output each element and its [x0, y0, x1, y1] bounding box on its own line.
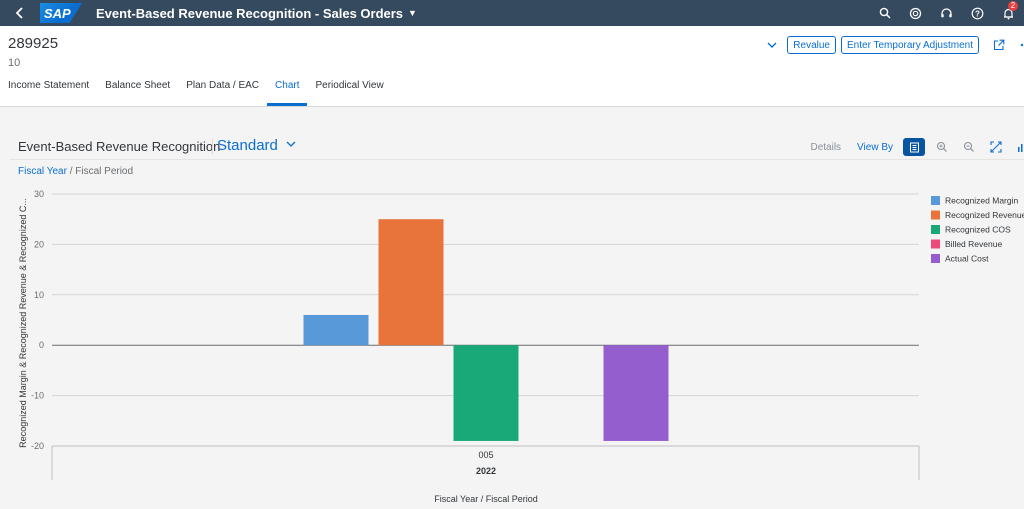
details-button[interactable]: Details	[810, 141, 842, 153]
search-icon[interactable]	[869, 0, 900, 26]
object-subtitle: 10	[8, 57, 21, 69]
x-group-label: 2022	[476, 466, 496, 476]
legend-label[interactable]: Actual Cost	[945, 254, 989, 264]
chart-container: Event-Based Revenue Recognition Standard…	[0, 130, 1024, 509]
y-axis-title: Recognized Margin & Recognized Revenue &…	[18, 198, 28, 448]
legend-label[interactable]: Billed Revenue	[945, 239, 1002, 249]
back-arrow-icon	[15, 7, 23, 19]
copilot-icon[interactable]	[900, 0, 931, 26]
caret-down-icon: ▼	[408, 8, 417, 18]
sap-logo[interactable]: SAP	[40, 3, 82, 23]
tab-income-statement[interactable]: Income Statement	[8, 80, 90, 91]
legend-swatch[interactable]	[931, 225, 940, 234]
shell-bar: SAP Event-Based Revenue Recognition - Sa…	[0, 0, 1024, 26]
tab-plan-data-eac[interactable]: Plan Data / EAC	[186, 80, 260, 91]
variant-label: Standard	[217, 137, 278, 154]
help-icon[interactable]: ?	[962, 0, 993, 26]
breadcrumb-fiscal-year-link[interactable]: Fiscal Year	[18, 166, 67, 177]
legend-swatch[interactable]	[931, 254, 940, 263]
view-by-button[interactable]: View By	[857, 141, 893, 153]
zoom-out-icon[interactable]	[958, 138, 980, 156]
support-headset-icon[interactable]	[931, 0, 962, 26]
drill-down-icon[interactable]	[903, 138, 925, 156]
tab-balance-sheet[interactable]: Balance Sheet	[105, 80, 171, 91]
revenue-bar-chart: 30 20 10 0 -10 -20 005 2022 Fiscal Year / Fiscal…	[18, 189, 1024, 504]
x-category-label: 005	[478, 450, 493, 460]
tab-bar: Income Statement Balance Sheet Plan Data…	[0, 76, 392, 106]
x-axis-title: Fiscal Year / Fiscal Period	[434, 494, 538, 504]
y-tick-label: -10	[31, 391, 44, 401]
enter-temporary-adjustment-button[interactable]: Enter Temporary Adjustment	[841, 36, 979, 54]
back-button[interactable]	[0, 0, 40, 26]
notification-badge: 2	[1008, 1, 1018, 11]
chevron-down-icon	[286, 140, 296, 151]
more-actions-icon[interactable]	[1010, 36, 1024, 54]
y-tick-label: 30	[34, 189, 44, 199]
variant-selector[interactable]: Standard	[217, 137, 296, 154]
app-title: Event-Based Revenue Recognition - Sales …	[96, 5, 404, 21]
zoom-in-icon[interactable]	[931, 138, 953, 156]
expand-header-chevron-icon[interactable]	[761, 36, 783, 54]
bar-recognized-margin[interactable]	[303, 314, 369, 346]
tab-chart[interactable]: Chart	[267, 76, 308, 106]
y-tick-label: -20	[31, 441, 44, 451]
share-icon[interactable]	[988, 36, 1010, 54]
chart-container-title: Event-Based Revenue Recognition	[18, 139, 221, 154]
breadcrumb-current: / Fiscal Period	[66, 166, 134, 177]
legend-label[interactable]: Recognized Revenue	[945, 210, 1024, 220]
legend-label[interactable]: Recognized COS	[945, 225, 1011, 235]
object-header: 289925 10 Revalue Enter Temporary Adjust…	[0, 26, 1024, 107]
bar-recognized-revenue[interactable]	[378, 219, 444, 346]
title-separator	[212, 139, 213, 154]
svg-text:?: ?	[975, 9, 980, 18]
object-title: 289925	[8, 35, 59, 52]
notifications-bell-icon[interactable]: 2	[993, 0, 1024, 26]
revalue-button[interactable]: Revalue	[787, 36, 836, 54]
tab-periodical-view[interactable]: Periodical View	[315, 80, 384, 91]
fullscreen-icon[interactable]	[985, 138, 1007, 156]
y-tick-label: 10	[34, 290, 44, 300]
legend-label[interactable]: Recognized Margin	[945, 196, 1019, 206]
bar-recognized-cos[interactable]	[453, 345, 519, 441]
y-tick-label: 0	[39, 340, 44, 350]
chart-toolbar: Details View By	[810, 138, 1024, 156]
legend-swatch[interactable]	[931, 239, 940, 249]
toolbar-divider	[10, 159, 1024, 160]
legend-swatch[interactable]	[931, 210, 940, 220]
drilldown-breadcrumb: Fiscal Year / Fiscal Period	[18, 166, 133, 177]
bar-actual-cost[interactable]	[603, 345, 669, 441]
y-tick-label: 20	[34, 239, 44, 249]
app-title-menu[interactable]: Event-Based Revenue Recognition - Sales …	[96, 6, 417, 21]
chart-type-icon[interactable]	[1012, 138, 1024, 156]
legend-swatch[interactable]	[931, 196, 940, 205]
